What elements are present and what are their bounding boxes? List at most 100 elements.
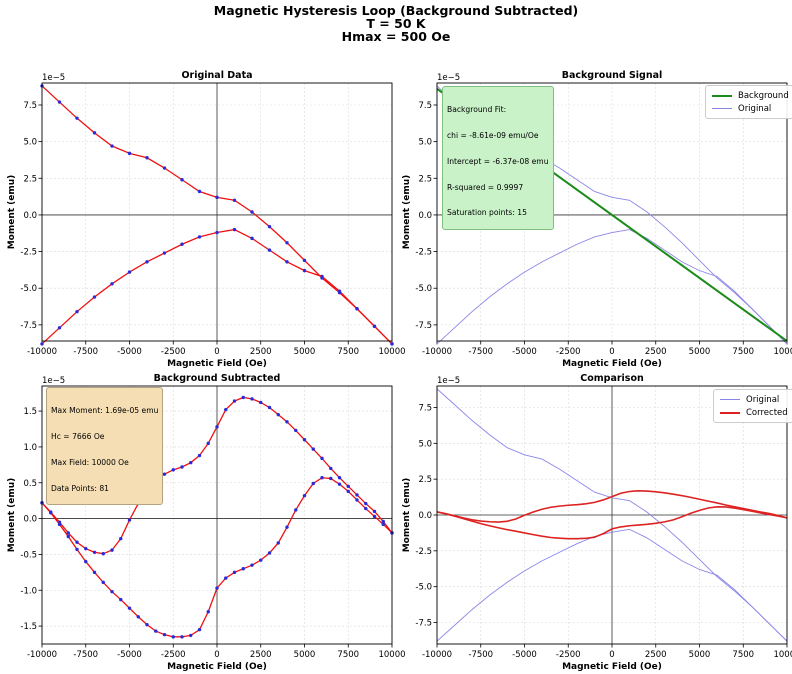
y-offset-label: 1e−5 — [42, 376, 65, 386]
y-tick-label: 2.5 — [418, 475, 432, 485]
data-point — [355, 498, 359, 502]
legend-swatch — [712, 108, 732, 109]
y-offset-label: 1e−5 — [437, 73, 460, 83]
data-point — [320, 476, 324, 480]
x-tick-label: -2500 — [161, 650, 186, 660]
data-point — [329, 476, 333, 481]
data-point — [346, 484, 350, 489]
legend-label: Background — [738, 90, 789, 101]
data-point — [197, 627, 202, 632]
y-tick-label: -7.5 — [415, 321, 432, 331]
background-fit-annotation: Background Fit: chi = -8.61e-09 emu/Oe I… — [442, 86, 554, 230]
data-point — [390, 342, 394, 346]
x-tick-label: -7500 — [73, 347, 98, 357]
x-tick-label: 5000 — [689, 347, 711, 357]
x-tick-label: 2500 — [250, 650, 272, 660]
data-point — [127, 606, 132, 610]
data-point — [206, 441, 210, 446]
legend-swatch — [720, 399, 740, 400]
y-tick-label: 0.0 — [418, 511, 432, 521]
x-tick-label: -7500 — [73, 650, 98, 660]
y-tick-label: -5.0 — [20, 284, 37, 294]
y-tick-label: 0.5 — [23, 479, 37, 489]
x-axis-label: Magnetic Field (Oe) — [167, 662, 267, 672]
y-tick-label: -2.5 — [415, 547, 432, 557]
data-point — [215, 230, 219, 235]
subplot-2: -10000 -7500 -5000 -2500 0 2500 5000 7500 10000 -… — [402, 70, 792, 369]
data-point — [241, 395, 245, 400]
y-tick-label: 5.0 — [418, 138, 432, 148]
corrected-line — [436, 506, 788, 540]
data-point — [364, 501, 368, 506]
data-point — [215, 586, 219, 590]
data-point — [294, 508, 298, 512]
x-axis-label: Magnetic Field (Oe) — [562, 359, 662, 369]
data-point — [40, 342, 44, 346]
data-point — [250, 236, 254, 241]
x-tick-label: -5000 — [117, 347, 142, 357]
data-point — [189, 633, 193, 638]
comparison-legend: Original Corrected — [713, 389, 792, 423]
data-point — [57, 522, 62, 527]
data-point — [92, 550, 97, 554]
y-tick-label: 1.5 — [23, 407, 37, 417]
y-tick-label: -1.5 — [20, 622, 37, 632]
data-point — [232, 570, 237, 575]
x-axis-label: Magnetic Field (Oe) — [167, 359, 267, 369]
data-point — [285, 420, 289, 424]
legend-entry-corrected: Corrected — [720, 406, 788, 419]
data-point — [92, 570, 97, 575]
x-tick-label: 2500 — [645, 347, 667, 357]
y-tick-label: 7.5 — [418, 404, 432, 414]
data-point — [57, 326, 62, 330]
y-tick-label: 5.0 — [23, 138, 37, 148]
plot-area — [40, 84, 394, 346]
x-tick-label: 10000 — [378, 347, 405, 357]
y-tick-label: 2.5 — [418, 174, 432, 184]
data-point — [337, 476, 342, 480]
subplot-4: -10000 -7500 -5000 -2500 0 2500 5000 7500 10000 -… — [402, 373, 792, 672]
data-point — [302, 493, 307, 498]
x-tick-label: -2500 — [556, 347, 581, 357]
data-point — [127, 151, 132, 156]
annotation-line: Background Fit: — [447, 105, 507, 115]
data-point — [110, 144, 114, 148]
data-point — [285, 241, 289, 245]
x-tick-label: 0 — [214, 347, 219, 357]
corrected-line — [436, 489, 788, 523]
stats-annotation: Max Moment: 1.69e-05 emu Hc = 7666 Oe Ma… — [46, 387, 164, 505]
annotation-line: Max Field: 10000 Oe — [51, 457, 129, 467]
x-tick-label: 0 — [609, 347, 614, 357]
y-tick-label: 1.0 — [23, 443, 37, 453]
x-tick-label: 10000 — [378, 650, 405, 660]
subplot-title: Background Subtracted — [154, 373, 281, 384]
subplot-title: Original Data — [181, 70, 252, 81]
legend-swatch — [720, 411, 740, 414]
data-point — [197, 235, 202, 239]
data-point — [127, 518, 132, 522]
plot-frame — [436, 385, 788, 645]
data-point — [285, 260, 289, 264]
data-point — [267, 224, 272, 229]
y-tick-label: -1.0 — [20, 586, 37, 596]
data-point — [232, 198, 237, 202]
data-point — [215, 425, 219, 429]
y-tick-label: 0.0 — [418, 211, 432, 221]
data-point — [180, 635, 184, 639]
y-axis-label: Moment (emu) — [402, 478, 412, 553]
data-point — [232, 227, 237, 232]
data-point — [311, 481, 315, 486]
plot-area — [436, 388, 788, 642]
y-tick-label: 7.5 — [418, 101, 432, 111]
original-line — [436, 528, 788, 642]
data-point — [145, 622, 149, 627]
data-point — [84, 559, 88, 564]
x-tick-label: 7500 — [732, 650, 754, 660]
data-point — [127, 270, 132, 274]
x-tick-label: 5000 — [689, 650, 711, 660]
x-tick-label: 5000 — [294, 347, 316, 357]
data-point — [189, 460, 193, 465]
data-point — [337, 290, 342, 295]
legend-label: Original — [738, 103, 772, 114]
x-tick-label: -7500 — [468, 347, 493, 357]
